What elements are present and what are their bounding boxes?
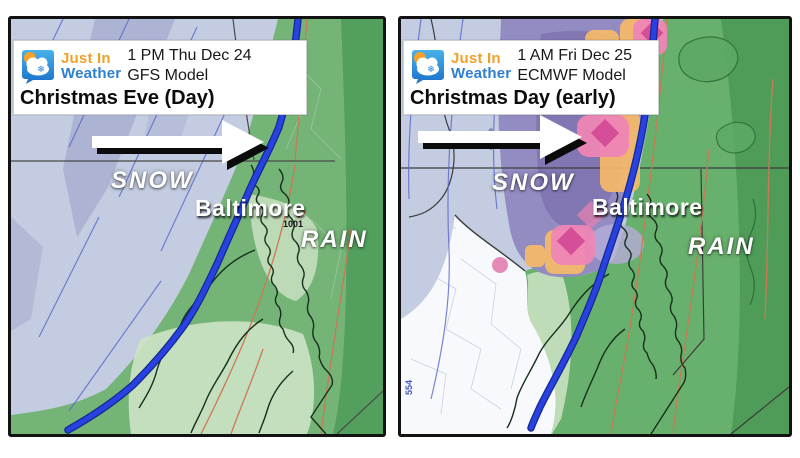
baltimore-city-label: Baltimore [195,195,306,221]
ecmwf-model-panel: ❄ Just In Weather 1 AM Fri Dec 25 ECMWF … [398,16,792,437]
forecast-datetime: 1 PM Thu Dec 24 [127,47,252,64]
logo-wordmark: Just In Weather [451,51,511,81]
light-rain-edge [527,271,572,434]
forecast-meta: 1 AM Fri Dec 25 ECMWF Model [517,46,632,85]
gfs-model-panel: ❄ Just In Weather 1 PM Thu Dec 24 GFS Mo… [8,16,386,437]
county-lines [410,208,522,415]
cloud-icon [416,57,439,76]
forecast-meta: 1 PM Thu Dec 24 GFS Model [127,46,251,85]
cloud-icon [26,57,49,76]
logo-wordmark: Just In Weather [61,51,121,81]
rain-zone-label: RAIN [301,226,368,253]
light-rain-regions [128,194,319,434]
east-motion-arrow-icon [418,115,587,165]
low-pressure-mark [297,211,306,218]
snowflake-icon: ❄ [37,64,45,74]
panel-title: Christmas Day (early) [410,87,616,110]
logo-justin-text: Just In [61,49,111,67]
logo-weather-text: Weather [451,64,512,82]
pressure-value-label: 1001 [283,219,304,229]
forecast-model: GFS Model [127,66,209,84]
snow-zone-label: SNOW [111,167,194,194]
east-motion-arrow-icon [92,120,269,170]
temperature-contours [610,19,774,434]
ecmwf-header-box: ❄ Just In Weather 1 AM Fri Dec 25 ECMWF … [403,40,659,116]
snow-zone-label: SNOW [492,169,575,196]
forecast-model: ECMWF Model [517,66,626,84]
rain-pockets [678,36,757,306]
height-contour-label: 554 [404,379,414,395]
rain-snow-line [64,19,302,434]
gfs-header-box: ❄ Just In Weather 1 PM Thu Dec 24 GFS Mo… [13,40,307,116]
logo-weather-text: Weather [61,64,122,82]
justin-weather-logo: ❄ Just In Weather [20,48,121,84]
rain-zone-label: RAIN [688,233,755,260]
baltimore-city-label: Baltimore [592,194,703,220]
forecast-datetime: 1 AM Fri Dec 25 [517,47,633,64]
logo-justin-text: Just In [451,49,501,67]
heavier-rain-region [333,19,383,434]
panel-title: Christmas Eve (Day) [20,87,215,110]
justin-weather-logo: ❄ Just In Weather [410,48,511,84]
snowflake-icon: ❄ [427,64,435,74]
weather-logo-icon: ❄ [22,49,54,84]
snow-light-patch [588,224,644,264]
weather-logo-icon: ❄ [412,49,444,84]
